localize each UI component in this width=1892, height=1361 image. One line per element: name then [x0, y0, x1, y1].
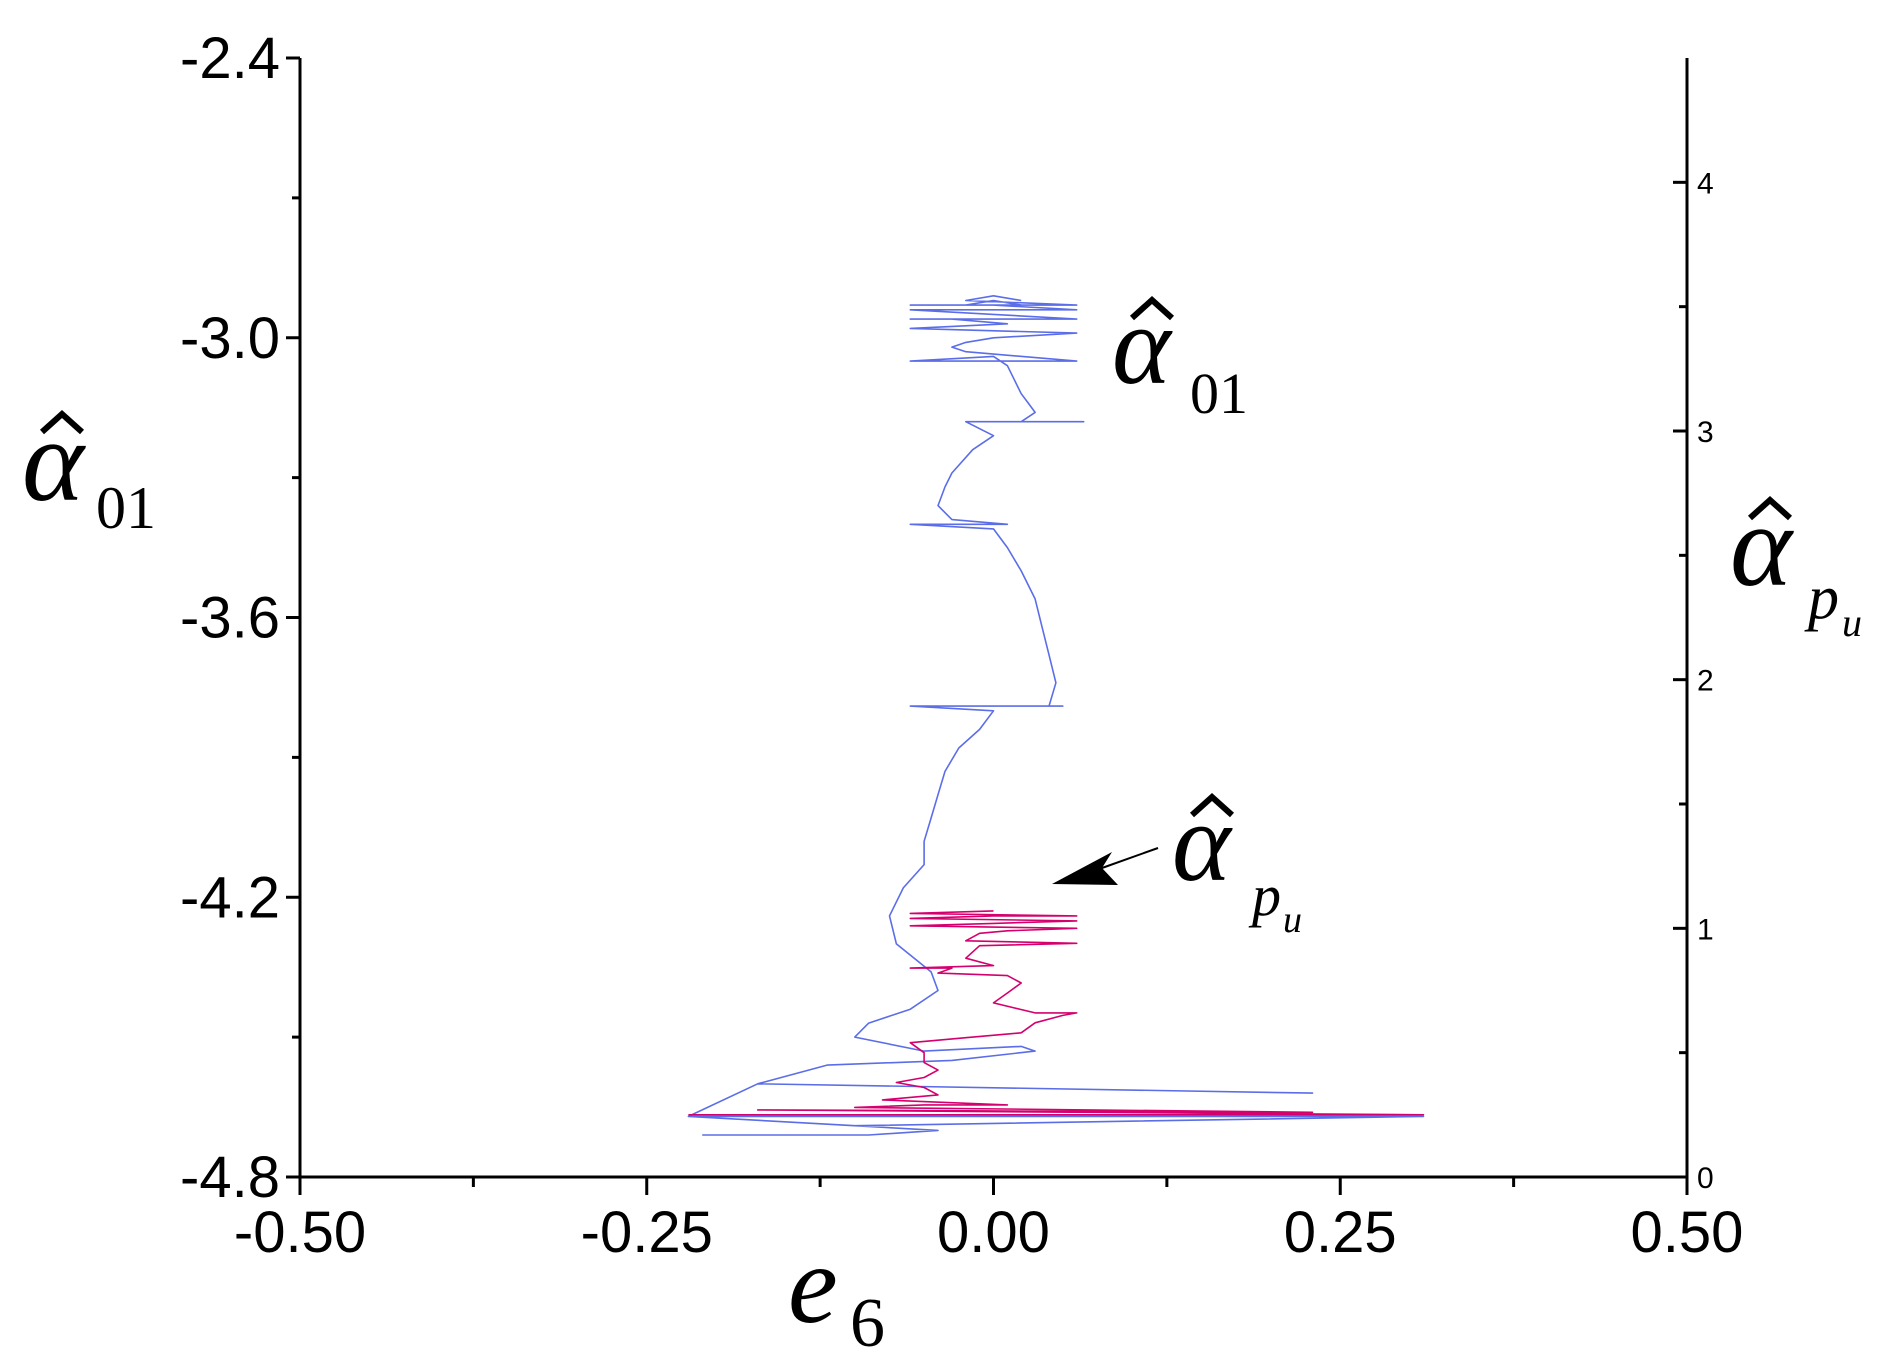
x-tick-label: 0.00 [937, 1200, 1050, 1265]
annotation-arrow-line [1101, 847, 1159, 869]
series-layer [687, 295, 1425, 1136]
annotation-alpha01: α 01 [1112, 284, 1248, 426]
y-right-tick-label: 3 [1697, 416, 1714, 449]
y-right-tick-label: 2 [1697, 665, 1714, 698]
annotation-alpha-pu-base: α [1172, 781, 1233, 905]
annotation-alpha01-hat-icon [1129, 295, 1175, 321]
series-line-alpha01 [687, 295, 1425, 1136]
y-left-tick-label: -4.2 [180, 865, 280, 930]
annotation-arrow-head-icon [1052, 852, 1118, 885]
tick-layer: -0.50 -0.25 0.00 0.25 0.50 -2.4 -3.0 -3.6 -4.2 -4… [180, 26, 1743, 1265]
annotation-alpha01-sub: 01 [1190, 361, 1248, 426]
y-right-label-sub-p: p [1804, 564, 1839, 632]
y-left-label-sub: 01 [96, 475, 156, 541]
x-tick-label: 0.25 [1284, 1200, 1397, 1265]
y-axis-left-label: α 01 [22, 395, 156, 541]
x-tick-label: 0.50 [1631, 1200, 1744, 1265]
series-line-alpha_pu [688, 910, 1425, 1116]
x-tick-label: -0.25 [581, 1200, 713, 1265]
annotation-alpha01-base: α [1112, 284, 1173, 408]
y-right-tick-label: 0 [1697, 1162, 1714, 1195]
x-label-sub: 6 [850, 1285, 885, 1361]
annotation-alpha-pu-sub-u: u [1283, 899, 1302, 941]
y-right-tick-label: 4 [1697, 167, 1714, 200]
y-left-tick-label: -3.0 [180, 306, 280, 371]
y-right-hat-icon [1747, 495, 1793, 521]
x-axis-label: e 6 [788, 1223, 885, 1361]
y-right-label-sub-u: u [1842, 600, 1862, 645]
x-tick-label: -0.50 [234, 1200, 366, 1265]
annotation-alpha-pu-hat-icon [1189, 792, 1235, 818]
y-left-tick-label: -3.6 [180, 586, 280, 651]
annotation-alpha-pu-sub-p: p [1248, 863, 1281, 928]
y-right-label-base: α [1730, 480, 1794, 611]
y-axis-right-label: α p u [1730, 480, 1862, 645]
annotation-alpha-pu: α p u [1052, 781, 1302, 941]
x-label-base: e [788, 1223, 838, 1347]
y-left-tick-label: -2.4 [180, 26, 280, 91]
y-right-tick-label: 1 [1697, 913, 1714, 946]
plot-frame [298, 58, 1689, 1191]
y-left-tick-label: -4.8 [180, 1145, 280, 1210]
y-left-label-base: α [22, 395, 86, 526]
y-left-hat-icon [39, 409, 85, 435]
